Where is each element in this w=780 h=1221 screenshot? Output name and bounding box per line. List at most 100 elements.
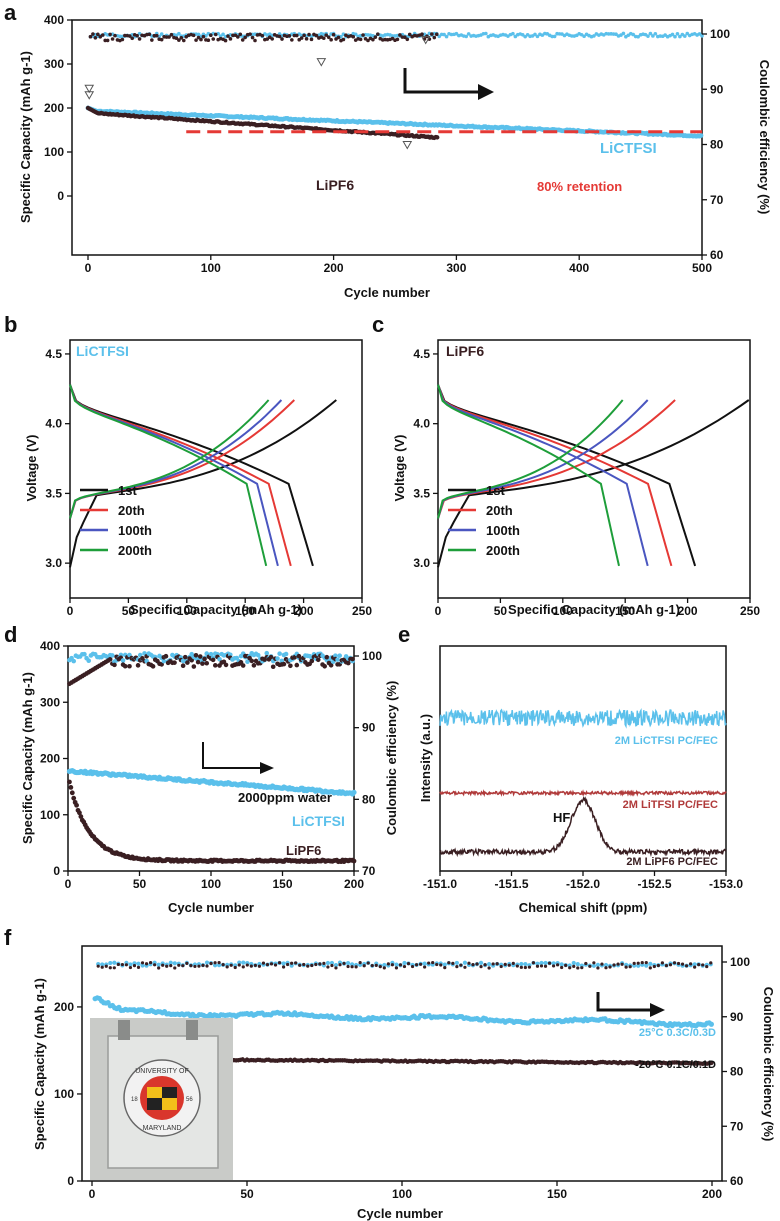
f-m20c-ce-point — [680, 962, 685, 966]
a-lipf6-ce-point — [287, 33, 292, 38]
panel-d-label: d — [4, 622, 17, 647]
panel-a-x-ticks: 0 100 200 300 400 500 — [85, 255, 712, 275]
d-lipf6-ce-point — [135, 663, 141, 668]
panel-e-hf-label: HF — [553, 810, 570, 825]
f-m20c-ce-point — [664, 963, 669, 968]
f-m20c-ce-point — [551, 964, 556, 968]
d-lipf6-ce-point — [315, 657, 321, 663]
a-lipf6-ce-point — [113, 33, 117, 38]
panel-f-y-left-ticks: 0 100 200 — [54, 1000, 82, 1188]
a-lipf6-ce-point — [228, 37, 233, 41]
f-m20c-ce-point — [693, 965, 697, 969]
f-m20c-ce-point — [390, 963, 394, 967]
panel-e-frame — [439, 645, 727, 872]
a-lipf6-ce-point — [314, 33, 319, 38]
f-yrtick-label: 100 — [730, 955, 750, 969]
panel-a-y-left-ticks: 0 100 200 300 400 — [44, 13, 72, 203]
f-25c-ce-point — [172, 961, 177, 966]
f-m20c-ce-point — [467, 961, 471, 965]
e-xtick-label: -152.5 — [637, 877, 671, 891]
b-ytick-label: 4.0 — [45, 417, 62, 431]
d-lipf6-ce-point — [107, 656, 113, 662]
c-legend-label: 1st — [486, 483, 505, 498]
f-m20c-ce-point — [112, 966, 116, 970]
seal-year-left: 18 — [131, 1097, 138, 1103]
f-m20c-ce-point — [269, 962, 274, 966]
a-yrtick-label: 70 — [710, 193, 724, 207]
a-lictfsi-ce-point — [651, 34, 655, 38]
panel-e-trace-2-label: 2M LiTFSI PC/FEC — [623, 799, 718, 811]
f-m20c-ce-point — [197, 964, 201, 968]
a-outlier-marker — [420, 36, 431, 45]
f-m20c-ce-point — [523, 965, 527, 970]
b-ytick-label: 4.5 — [45, 347, 62, 361]
a-lipf6-ce-point — [309, 37, 314, 42]
c-xtick-label: 50 — [494, 604, 508, 618]
f-25c-ce-point — [156, 962, 161, 967]
e-xtick-label: -151.5 — [494, 877, 528, 891]
f-m20c-ce-point — [451, 961, 455, 966]
a-lipf6-ce-point — [177, 38, 181, 42]
a-lictfsi-ce-point — [535, 34, 540, 39]
d-lipf6-ce-point — [197, 654, 203, 659]
b-xtick-label: 100 — [177, 604, 197, 618]
f-m20c-ce-point — [249, 964, 253, 968]
panel-f-ylabel-left: Specific Capacity (mAh g-1) — [32, 978, 47, 1150]
b-legend-label: 100th — [118, 523, 152, 538]
a-lictfsi-ce-point — [454, 31, 459, 36]
f-m20c-ce-point — [100, 965, 104, 969]
f-m20c-ce-point — [394, 966, 399, 970]
f-25c-ce-point — [345, 961, 351, 966]
panel-d: d 0 50 100 150 200 0 100 200 300 400 70 80 90 100 C… — [4, 622, 399, 915]
b-xtick-label: 250 — [352, 604, 372, 618]
a-lictfsi-ce-point — [675, 32, 680, 36]
d-lictfsi-ce-point — [245, 659, 250, 665]
f-25c-ce-point — [632, 963, 637, 968]
e-trace-litfsi — [439, 789, 727, 798]
e-xtick-label: -151.0 — [423, 877, 457, 891]
a-xtick-label: 300 — [446, 261, 466, 275]
a-lictfsi-ce-point — [670, 32, 675, 37]
f-m20c-ce-point — [471, 963, 475, 967]
panel-b-legend: 1st 20th 100th 200th — [80, 483, 152, 558]
d-yltick-label: 300 — [40, 695, 60, 709]
f-m20c-ce-point — [483, 963, 487, 967]
a-lipf6-ce-point — [329, 37, 333, 42]
a-lipf6-ce-point — [403, 35, 407, 40]
f-m20c-ce-point — [406, 962, 411, 966]
seal-text-bottom: MARYLAND — [143, 1125, 182, 1132]
f-m20c-ce-point — [362, 964, 366, 968]
d-lipf6-ce-point — [163, 653, 169, 659]
f-xtick-label: 100 — [392, 1187, 412, 1201]
f-m20c-ce-point — [572, 964, 576, 968]
f-m20c-ce-point — [556, 963, 560, 967]
f-m20c-ce-point — [600, 962, 604, 966]
d-lipf6-ce-point — [159, 662, 164, 667]
f-m20c-ce-point — [689, 962, 693, 966]
f-m20c-ce-point — [140, 961, 145, 965]
a-lipf6-ce-point — [174, 36, 179, 41]
d-lipf6-ce-point — [322, 664, 327, 669]
a-lictfsi-ce-point — [700, 34, 704, 38]
a-lipf6-ce-point — [398, 33, 402, 37]
f-m20c-ce-point — [273, 963, 278, 967]
panel-e-plot — [439, 707, 727, 858]
f-m20c-ce-point — [281, 965, 286, 969]
d-lipf6-cap-point — [78, 814, 84, 819]
f-m20c-ce-point — [515, 964, 519, 968]
f-m20c-ce-point — [539, 964, 544, 968]
panel-b-plot — [69, 384, 337, 568]
f-m20c-ce-point — [564, 963, 568, 967]
f-25c-ce-point — [382, 962, 387, 968]
a-lipf6-ce-point — [127, 34, 132, 38]
d-lipf6-ce-point — [309, 658, 315, 664]
c-legend-label: 100th — [486, 523, 520, 538]
a-lictfsi-ce-point — [592, 34, 596, 38]
f-m20c-ce-point — [153, 963, 157, 967]
f-m20c-ce-point — [652, 964, 656, 969]
a-lipf6-ce-point — [326, 35, 331, 40]
a-lipf6-ce-point — [147, 32, 152, 37]
a-xtick-label: 200 — [324, 261, 344, 275]
a-lictfsi-ce-point — [484, 31, 488, 36]
